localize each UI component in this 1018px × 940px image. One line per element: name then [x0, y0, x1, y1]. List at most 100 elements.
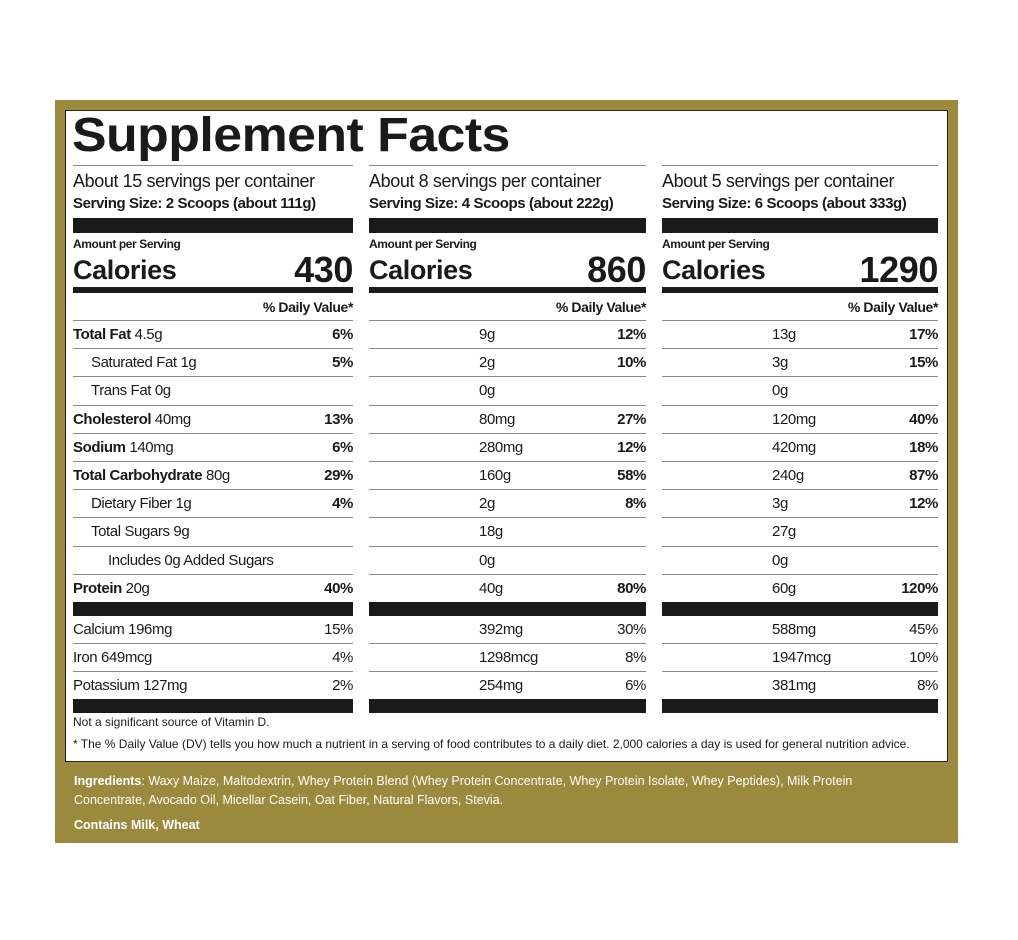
nutrient-row: 392mg 30% [369, 616, 646, 645]
nutrient-daily-value: 45% [909, 620, 938, 638]
nutrient-amount: 3g [772, 495, 788, 513]
allergen-statement: Contains Milk, Wheat [74, 818, 200, 832]
nutrient-amount: 1g [175, 495, 192, 513]
calories-value: 430 [294, 249, 353, 290]
nutrient-row: Saturated Fat 1g 5% [73, 349, 353, 378]
nutrient-daily-value: 8% [625, 649, 646, 667]
nutrient-amount: 40mg [154, 410, 191, 428]
nutrient-row: 3g 12% [662, 490, 938, 519]
nutrient-amount: 240g [772, 466, 804, 484]
nutrient-amount: 40g [479, 579, 503, 597]
nutrient-amount: 80mg [479, 410, 515, 428]
serving-size: Serving Size: 4 Scoops (about 222g) [369, 195, 614, 212]
nutrient-daily-value: 40% [324, 579, 353, 597]
calories-row: Calories 1290 [662, 249, 939, 290]
nutrient-name: Total Fat [73, 326, 131, 343]
nutrient-daily-value: 13% [324, 410, 353, 428]
divider-bar [662, 287, 938, 293]
nutrient-amount: 0g [154, 382, 171, 400]
nutrient-daily-value: 5% [332, 354, 353, 372]
nutrient-name: Calcium [73, 620, 125, 638]
calories-value: 860 [587, 249, 646, 290]
nutrient-amount: 80g [206, 466, 230, 484]
nutrient-name: Trans Fat [91, 382, 152, 400]
nutrient-row: 27g [662, 518, 938, 547]
nutrient-daily-value: 8% [917, 677, 938, 695]
nutrient-amount: 0g [479, 551, 495, 569]
divider-bar [662, 699, 938, 714]
nutrient-daily-value: 6% [332, 326, 353, 343]
nutrient-row: 18g [369, 518, 646, 547]
nutrient-amount: 420mg [772, 438, 816, 456]
calories-label: Calories [73, 255, 177, 285]
nutrient-name: Total Sugars [91, 523, 170, 541]
nutrient-row: Calcium 196mg 15% [73, 616, 353, 645]
nutrient-daily-value: 12% [617, 438, 646, 456]
nutrient-daily-value: 12% [617, 326, 646, 343]
nutrient-row: 420mg 18% [662, 434, 938, 462]
nutrient-amount: 196mg [128, 620, 173, 638]
nutrient-amount: 140mg [129, 438, 174, 456]
divider-bar [73, 601, 353, 616]
nutrient-row: 2g 8% [369, 490, 646, 519]
nutrient-amount: 0g [772, 551, 788, 569]
nutrient-row: Cholesterol 40mg 13% [73, 406, 353, 434]
facts-column-3: About 5 servings per container Serving S… [662, 165, 939, 714]
nutrient-row: 280mg 12% [369, 434, 646, 462]
nutrient-name: Protein [73, 579, 122, 597]
nutrient-row: Total Sugars 9g [73, 518, 353, 547]
nutrient-amount: 127mg [143, 677, 188, 695]
calories-label: Calories [369, 255, 473, 285]
serving-size: Serving Size: 2 Scoops (about 111g) [73, 195, 316, 212]
nutrient-amount: 160g [479, 466, 511, 484]
nutrient-amount: 1947mcg [772, 649, 831, 667]
nutrient-row: Total Fat 4.5g 6% [73, 321, 353, 350]
nutrient-amount: 120mg [772, 410, 816, 428]
nutrient-daily-value: 6% [625, 677, 646, 695]
nutrient-amount: 0g [479, 382, 495, 400]
nutrient-row: 9g 12% [369, 321, 646, 350]
nutrient-row: 3g 15% [662, 349, 938, 378]
vitamin-d-note: Not a significant source of Vitamin D. [73, 715, 270, 729]
nutrient-row: 0g [662, 377, 938, 406]
nutrient-amount: 4.5g [134, 326, 163, 343]
nutrient-daily-value: 40% [909, 410, 938, 428]
nutrient-daily-value: 29% [324, 466, 353, 484]
nutrient-row: Trans Fat 0g [73, 377, 353, 406]
nutrient-amount: 280mg [479, 438, 523, 456]
nutrient-amount: 20g [125, 579, 150, 597]
nutrient-row: Total Carbohydrate 80g 29% [73, 462, 353, 491]
nutrient-row: 0g [369, 547, 646, 575]
amount-per-serving: Amount per Serving [73, 237, 181, 251]
nutrient-row: 2g 10% [369, 349, 646, 378]
calories-value: 1290 [859, 249, 939, 290]
ingredients-line-2: Concentrate, Avocado Oil, Micellar Casei… [74, 793, 504, 807]
nutrient-amount: 13g [772, 326, 796, 343]
daily-value-footnote: * The % Daily Value (DV) tells you how m… [73, 737, 910, 751]
nutrient-daily-value: 17% [909, 326, 938, 343]
nutrient-amount: 9g [479, 326, 495, 343]
nutrient-amount: 649mcg [101, 649, 152, 667]
daily-value-header: % Daily Value* [662, 293, 938, 321]
nutrient-row: 120mg 40% [662, 406, 938, 434]
divider-bar [369, 699, 646, 714]
nutrient-row: 1298mcg 8% [369, 644, 646, 673]
nutrient-amount: 18g [479, 523, 503, 541]
ingredients-label: Ingredients [74, 774, 142, 788]
facts-column-2: About 8 servings per container Serving S… [369, 165, 646, 714]
nutrient-amount: 1g [180, 354, 197, 372]
page-title: Supplement Facts [72, 109, 510, 162]
nutrient-amount: 588mg [772, 620, 816, 638]
nutrient-amount: 254mg [479, 677, 523, 695]
nutrient-daily-value: 4% [332, 649, 353, 667]
nutrient-row: 1947mcg 10% [662, 644, 938, 673]
nutrient-daily-value: 80% [617, 579, 646, 597]
nutrient-row: Includes 0g Added Sugars [73, 547, 353, 575]
nutrient-name: Potassium [73, 677, 140, 695]
calories-label: Calories [662, 255, 766, 285]
nutrient-name: Dietary Fiber [91, 495, 172, 513]
nutrient-amount: 1298mcg [479, 649, 538, 667]
servings-per-container: About 8 servings per container [369, 171, 602, 191]
nutrient-amount: 27g [772, 523, 796, 541]
nutrient-row: Iron 649mcg 4% [73, 644, 353, 673]
